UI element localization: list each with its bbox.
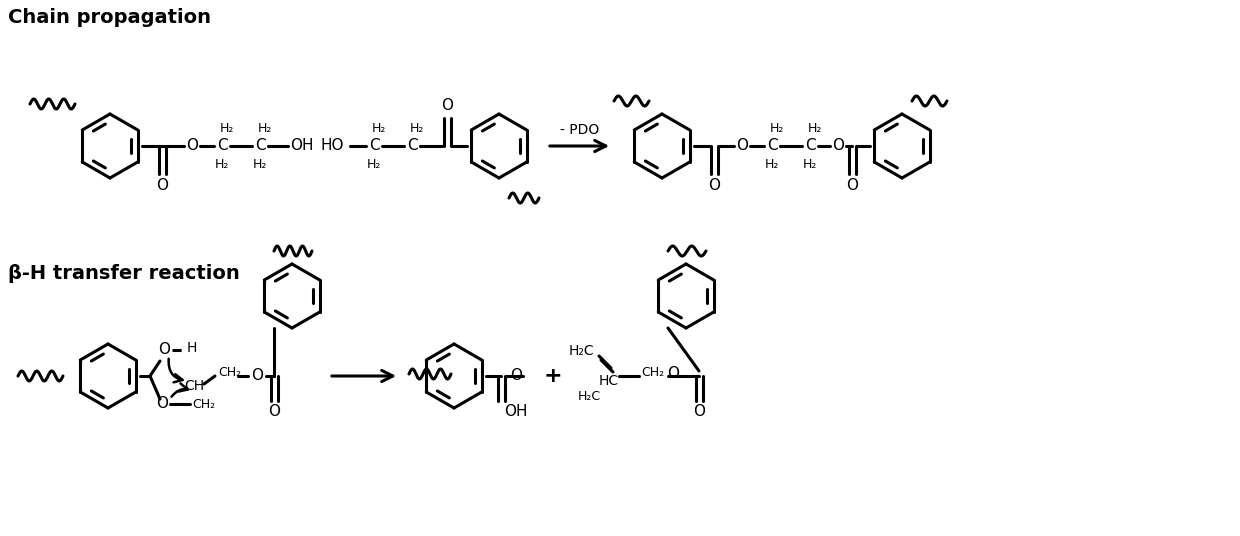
Text: O: O — [250, 369, 263, 383]
Text: HC: HC — [599, 374, 619, 388]
Text: O: O — [441, 99, 453, 114]
Text: H₂: H₂ — [215, 158, 229, 170]
Text: H₂: H₂ — [367, 158, 381, 170]
Text: O: O — [832, 138, 844, 153]
Text: Chain propagation: Chain propagation — [7, 8, 211, 27]
Text: O: O — [846, 178, 858, 193]
Text: HO: HO — [320, 138, 343, 153]
Text: H₂: H₂ — [253, 158, 267, 170]
Text: O: O — [708, 178, 720, 193]
Text: H₂: H₂ — [770, 122, 784, 135]
Text: H₂: H₂ — [372, 122, 386, 135]
Text: OH: OH — [290, 138, 314, 153]
Text: CH₂: CH₂ — [192, 398, 216, 411]
Text: O: O — [737, 138, 748, 153]
Text: +: + — [543, 366, 562, 386]
Text: O: O — [693, 405, 706, 420]
Text: O: O — [157, 343, 170, 358]
Text: H₂: H₂ — [765, 158, 779, 170]
Text: OH: OH — [505, 405, 528, 420]
Text: O: O — [186, 138, 198, 153]
Text: C: C — [805, 138, 816, 153]
Text: H₂C: H₂C — [578, 390, 600, 403]
Text: O: O — [667, 366, 680, 381]
Text: H₂: H₂ — [219, 122, 234, 135]
Text: O: O — [156, 397, 167, 412]
Text: H₂: H₂ — [409, 122, 424, 135]
Text: C: C — [254, 138, 265, 153]
Text: - PDO: - PDO — [560, 123, 599, 137]
Text: H₂: H₂ — [807, 122, 822, 135]
Text: β-H transfer reaction: β-H transfer reaction — [7, 264, 239, 283]
Text: O: O — [268, 405, 280, 420]
Text: O: O — [510, 369, 522, 383]
Text: H₂: H₂ — [802, 158, 817, 170]
Text: CH₂: CH₂ — [218, 367, 242, 379]
Text: O: O — [156, 178, 167, 193]
Text: C: C — [407, 138, 418, 153]
Text: H₂C: H₂C — [568, 344, 594, 358]
Text: C: C — [368, 138, 379, 153]
Text: C: C — [217, 138, 227, 153]
Text: CH₂: CH₂ — [641, 367, 665, 379]
Text: H: H — [187, 341, 197, 355]
Text: H₂: H₂ — [258, 122, 273, 135]
Text: C: C — [766, 138, 777, 153]
Text: CH: CH — [184, 379, 205, 393]
